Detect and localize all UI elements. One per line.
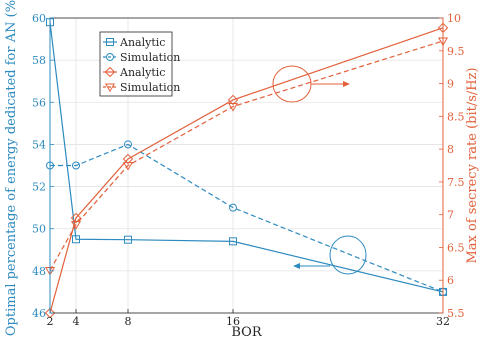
circle-marker (229, 203, 237, 212)
left-axis: 46 48 50 52 54 56 58 60 (32, 12, 54, 320)
square-marker (106, 38, 114, 46)
left-arrow-head (293, 263, 300, 269)
left-tick-label: 60 (32, 12, 46, 25)
left-tick-label: 56 (32, 96, 46, 109)
legend-label: Analytic (119, 66, 165, 79)
circle-marker (124, 140, 132, 149)
right-tick-label: 9.5 (447, 45, 465, 58)
right-tick-label: 8.5 (447, 110, 465, 123)
right-tick-label: 6 (447, 274, 454, 287)
legend-label: Simulation (120, 51, 180, 64)
right-axis: 5.5 6 6.5 7 7.5 8 8.5 9 9.5 10 (439, 12, 465, 320)
left-tick-label: 58 (32, 54, 46, 67)
right-tick-label: 5.5 (447, 307, 465, 320)
legend-label: Simulation (120, 81, 180, 94)
diamond-marker (104, 66, 116, 78)
square-marker (72, 235, 80, 244)
right-tick-label: 10 (447, 12, 461, 25)
x-axis-label: BOR (231, 325, 262, 340)
diamond-marker (227, 94, 239, 106)
left-tick-label: 46 (32, 307, 46, 320)
square-marker (229, 237, 237, 246)
triangle-marker (104, 83, 116, 93)
left-series-ellipse (329, 235, 367, 275)
right-tick-label: 7.5 (447, 176, 465, 189)
triangle-marker (227, 103, 239, 112)
x-tick-label: 8 (125, 315, 132, 328)
diamond-marker (44, 307, 56, 319)
annotations (272, 65, 367, 275)
left-tick-label: 50 (32, 223, 46, 236)
right-axis-label: Max of secrecy rate (bit/s/Hz) (465, 67, 480, 263)
series-lines (49, 22, 444, 314)
x-tick-label: 2 (47, 315, 54, 328)
left-tick-label: 54 (32, 138, 46, 151)
circle-marker (106, 53, 114, 61)
left-tick-label: 52 (32, 181, 46, 194)
x-tick-label: 32 (436, 315, 450, 328)
square-marker (124, 235, 132, 244)
diamond-marker (70, 212, 82, 224)
diamond-marker (122, 153, 134, 165)
right-tick-label: 7 (447, 209, 454, 222)
x-axis: 2 4 8 16 32 (47, 309, 450, 328)
right-tick-label: 9 (447, 78, 454, 91)
legend-box (99, 31, 173, 97)
x-tick-label: 4 (73, 315, 80, 328)
circle-marker (72, 161, 80, 170)
series-line-0 (49, 22, 444, 293)
right-arrow-head (343, 81, 350, 87)
series-line-1 (50, 143, 444, 293)
triangle-marker (70, 221, 82, 230)
x-tick-label: 16 (226, 315, 240, 328)
series-line-3 (49, 40, 444, 271)
left-axis-label: Optimal percentage of energy dedicated f… (4, 0, 19, 336)
legend-label: Analytic (119, 36, 165, 49)
series-line-2 (49, 27, 444, 314)
left-tick-label: 48 (32, 265, 46, 278)
legend: Analytic Simulation Analytic Simulation (99, 31, 180, 97)
right-tick-label: 8 (447, 143, 454, 156)
right-tick-label: 6.5 (447, 241, 465, 254)
triangle-marker (122, 162, 134, 171)
